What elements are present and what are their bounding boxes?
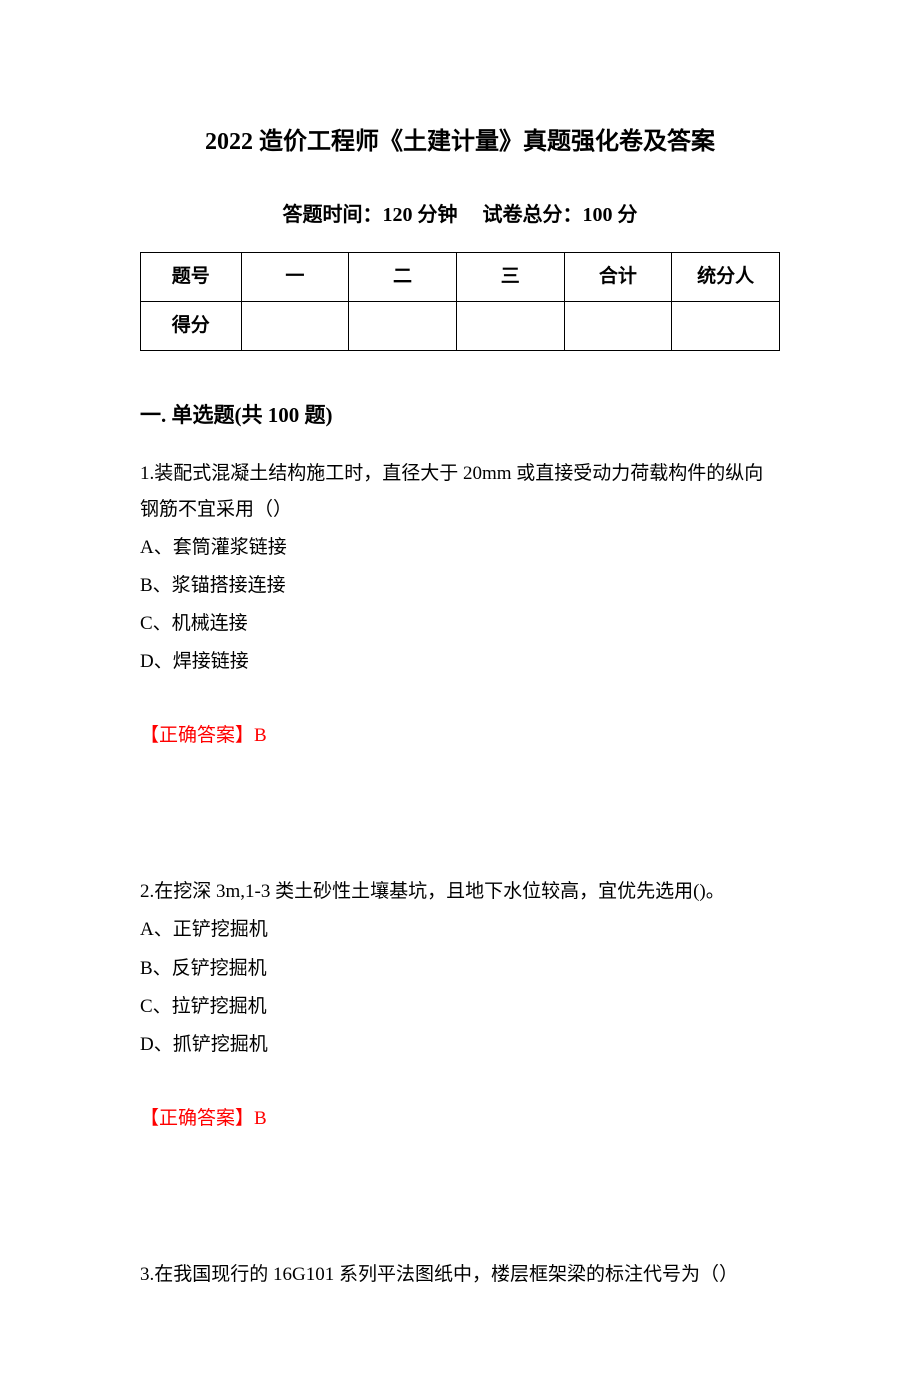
table-header-cell: 二: [349, 252, 457, 301]
option-d: D、焊接链接: [140, 644, 780, 680]
table-header-row: 题号 一 二 三 合计 统分人: [141, 252, 780, 301]
table-row-label: 得分: [141, 301, 242, 350]
question-text: 3.在我国现行的 16G101 系列平法图纸中，楼层框架梁的标注代号为（）: [140, 1257, 780, 1293]
table-header-cell: 三: [456, 252, 564, 301]
table-header-cell: 题号: [141, 252, 242, 301]
option-c: C、机械连接: [140, 606, 780, 642]
option-b: B、反铲挖掘机: [140, 951, 780, 987]
table-header-cell: 一: [241, 252, 349, 301]
page-title: 2022 造价工程师《土建计量》真题强化卷及答案: [140, 120, 780, 166]
option-a: A、套筒灌浆链接: [140, 530, 780, 566]
table-score-row: 得分: [141, 301, 780, 350]
question-block: 2.在挖深 3m,1-3 类土砂性土壤基坑，且地下水位较高，宜优先选用()。 A…: [140, 874, 780, 1137]
table-empty-cell: [564, 301, 672, 350]
question-body: 装配式混凝土结构施工时，直径大于 20mm 或直接受动力荷载构件的纵向钢筋不宜采…: [140, 463, 763, 520]
section-title: 一. 单选题(共 100 题): [140, 396, 780, 436]
table-empty-cell: [349, 301, 457, 350]
option-c: C、拉铲挖掘机: [140, 989, 780, 1025]
question-number: 3.: [140, 1264, 154, 1285]
table-header-cell: 统分人: [672, 252, 780, 301]
option-b: B、浆锚搭接连接: [140, 568, 780, 604]
answer-label: 【正确答案】B: [140, 1101, 780, 1137]
question-number: 1.: [140, 463, 154, 484]
question-text: 1.装配式混凝土结构施工时，直径大于 20mm 或直接受动力荷载构件的纵向钢筋不…: [140, 456, 780, 528]
table-empty-cell: [456, 301, 564, 350]
question-text: 2.在挖深 3m,1-3 类土砂性土壤基坑，且地下水位较高，宜优先选用()。: [140, 874, 780, 910]
option-d: D、抓铲挖掘机: [140, 1027, 780, 1063]
option-a: A、正铲挖掘机: [140, 912, 780, 948]
question-block: 1.装配式混凝土结构施工时，直径大于 20mm 或直接受动力荷载构件的纵向钢筋不…: [140, 456, 780, 755]
page-subtitle: 答题时间：120 分钟 试卷总分：100 分: [140, 196, 780, 234]
question-body: 在挖深 3m,1-3 类土砂性土壤基坑，且地下水位较高，宜优先选用()。: [154, 881, 725, 902]
question-body: 在我国现行的 16G101 系列平法图纸中，楼层框架梁的标注代号为（）: [154, 1264, 738, 1285]
question-block: 3.在我国现行的 16G101 系列平法图纸中，楼层框架梁的标注代号为（）: [140, 1257, 780, 1293]
question-number: 2.: [140, 881, 154, 902]
table-empty-cell: [672, 301, 780, 350]
answer-label: 【正确答案】B: [140, 718, 780, 754]
score-table: 题号 一 二 三 合计 统分人 得分: [140, 252, 780, 351]
table-header-cell: 合计: [564, 252, 672, 301]
table-empty-cell: [241, 301, 349, 350]
